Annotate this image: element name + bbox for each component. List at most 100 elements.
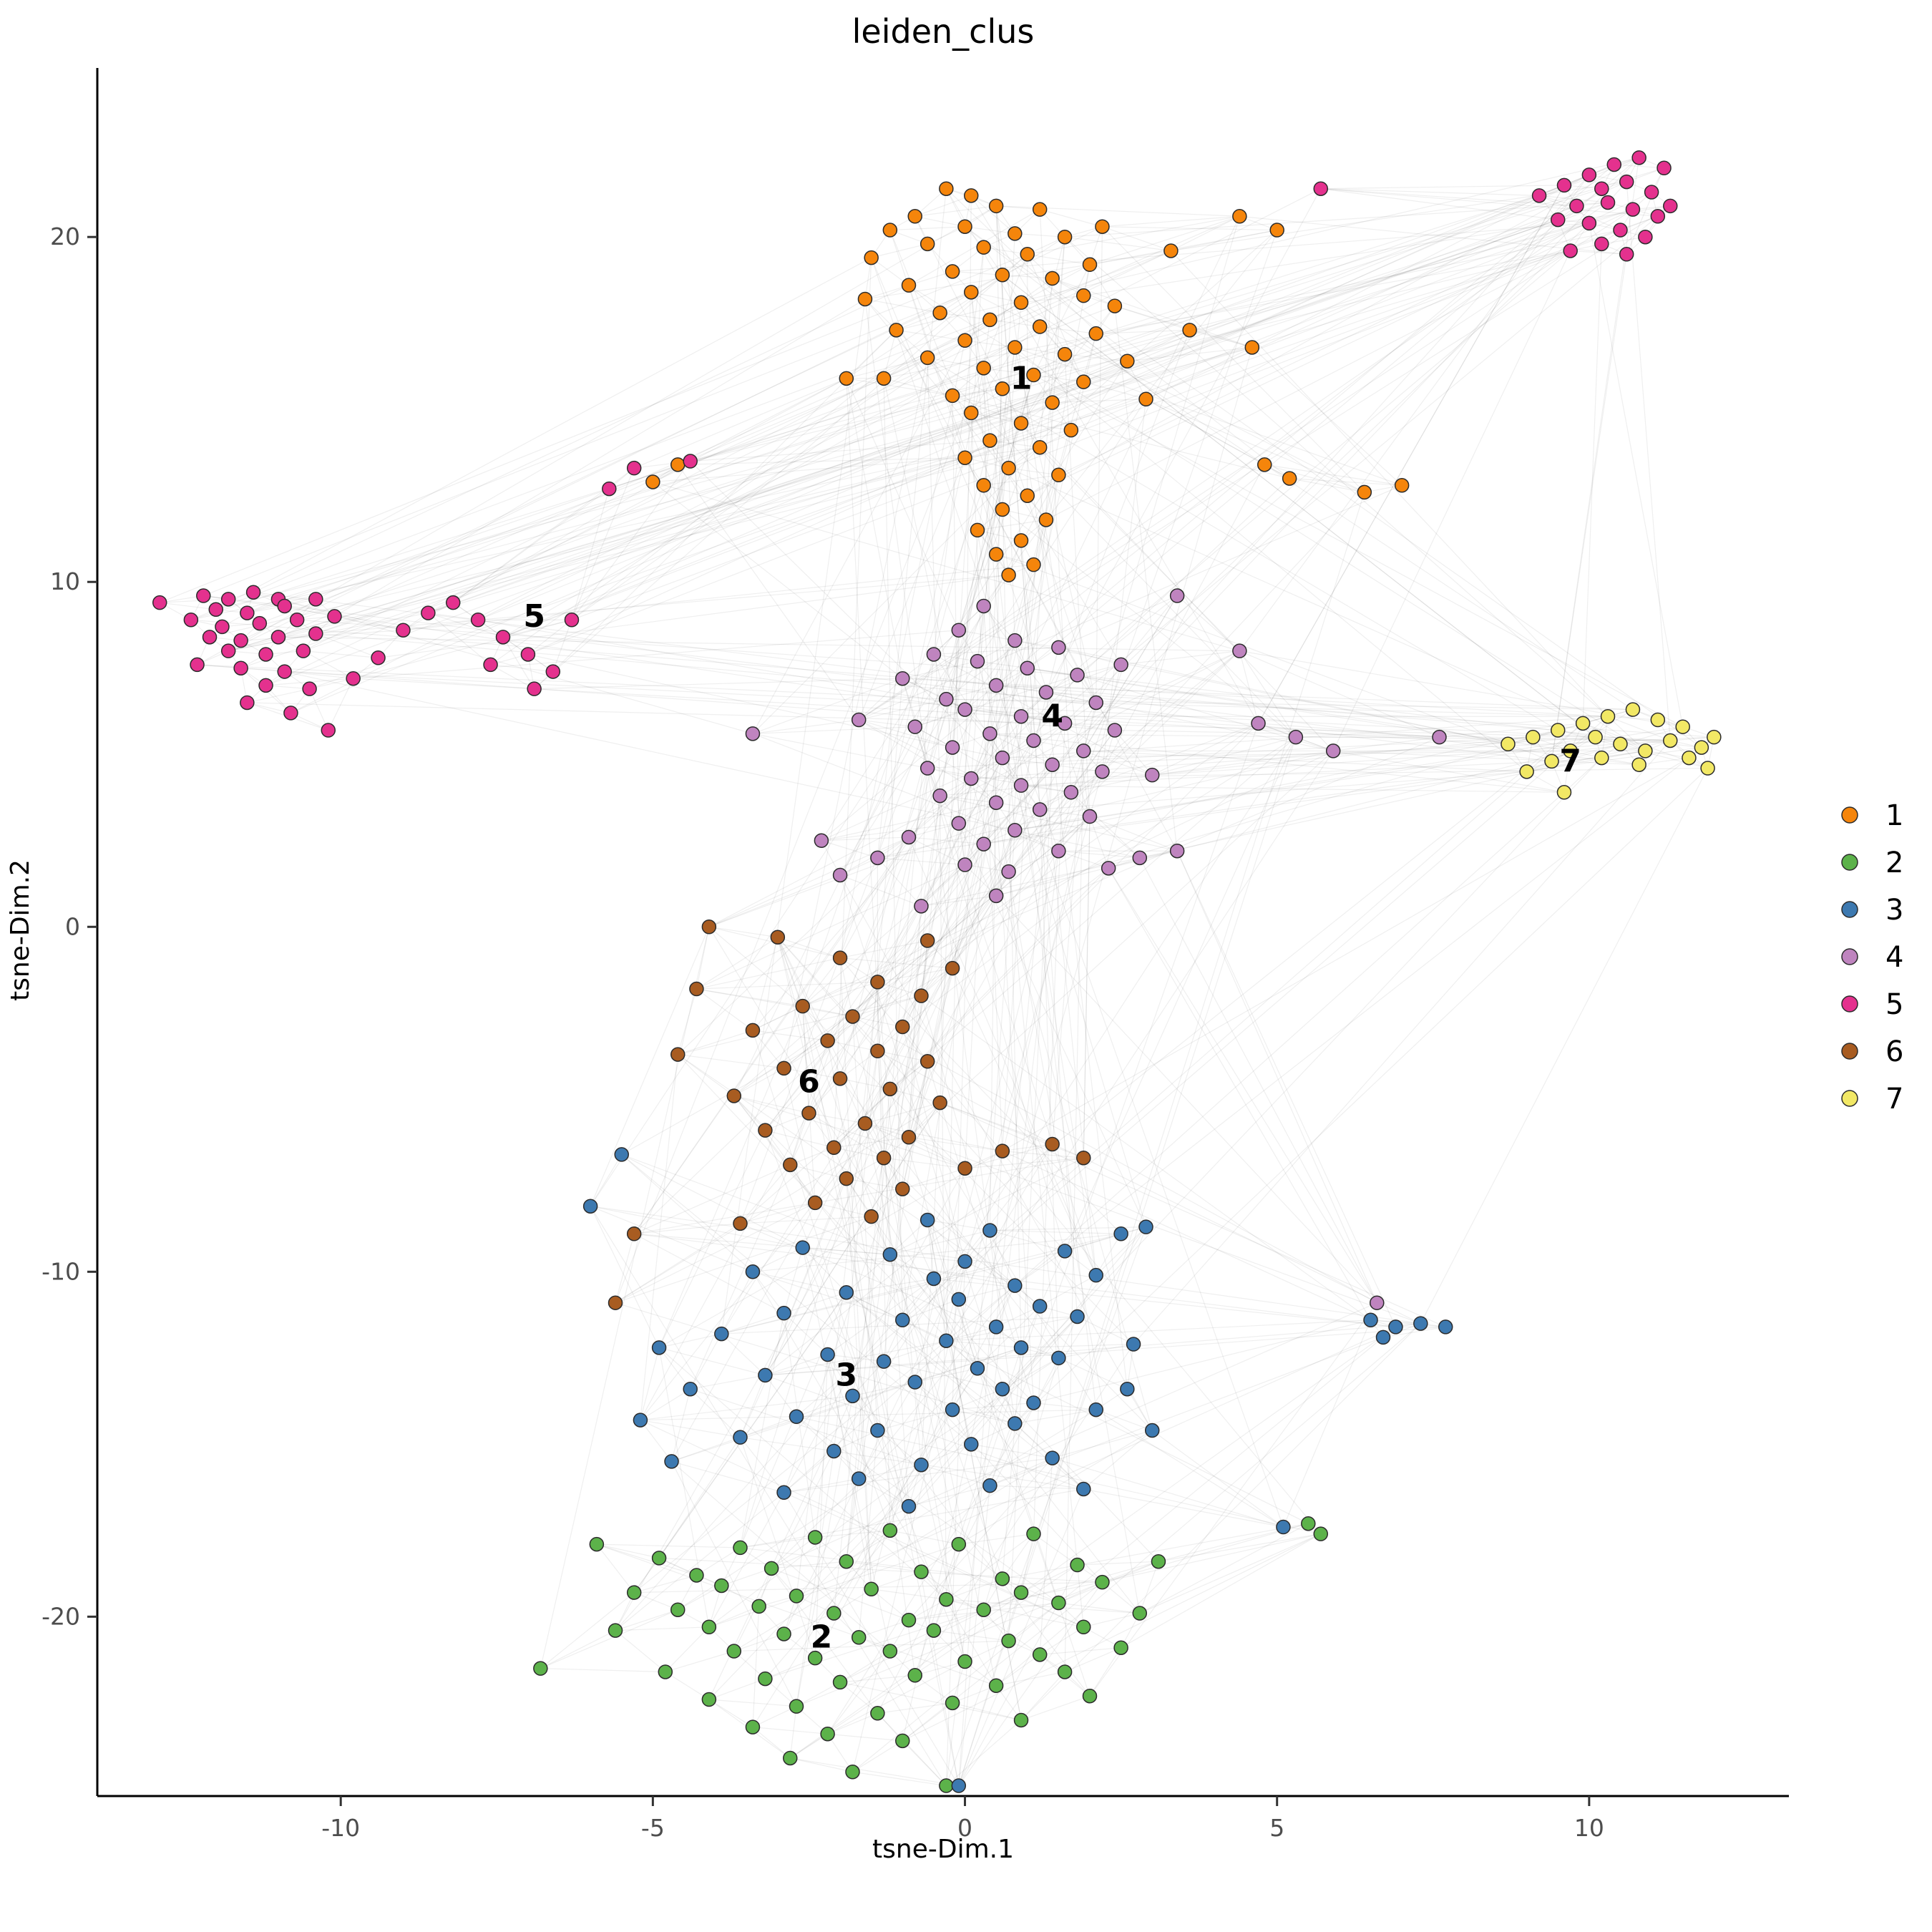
network-edge [889, 830, 1015, 1090]
network-edge [914, 1674, 953, 1704]
data-point-cluster-1 [1013, 533, 1029, 548]
network-edge [852, 664, 1122, 1772]
x-tick-label: 0 [957, 1814, 972, 1842]
network-edge [1065, 236, 1171, 252]
network-edge [690, 223, 1590, 462]
network-edges-layer [159, 157, 1714, 1787]
network-edge [740, 1488, 1084, 1548]
data-point-cluster-5 [152, 595, 167, 610]
network-edge [428, 361, 1128, 614]
data-point-cluster-2 [882, 1523, 898, 1538]
network-edge [1002, 1151, 1371, 1321]
network-edge [1002, 716, 1609, 758]
network-edge [1027, 209, 1634, 497]
network-edge [1014, 1250, 1065, 1287]
network-edge [846, 378, 960, 630]
network-edge [1045, 188, 1322, 693]
data-point-cluster-2 [1026, 1526, 1041, 1541]
network-edge [490, 664, 553, 673]
network-edge [1139, 1523, 1309, 1614]
network-edge [353, 678, 1508, 745]
network-edge [1039, 447, 1240, 652]
network-edge [708, 1316, 1078, 1700]
network-edge [334, 615, 404, 631]
data-point-cluster-2 [1001, 1633, 1016, 1649]
network-edge [983, 764, 1053, 844]
network-edge [827, 1733, 854, 1772]
legend-swatch-4 [1841, 948, 1858, 965]
network-edge [1033, 264, 1091, 376]
network-edge [827, 1354, 1091, 1697]
network-edge [883, 1361, 1003, 1390]
network-edge [1002, 157, 1639, 510]
network-edge [970, 389, 1003, 779]
network-edge [752, 1271, 847, 1293]
data-point-cluster-3 [1026, 1395, 1041, 1410]
network-edge [902, 264, 1091, 1320]
data-point-cluster-6 [945, 960, 960, 976]
network-edge [1601, 236, 1646, 245]
network-edge [733, 1096, 766, 1131]
data-point-cluster-3 [758, 1367, 773, 1383]
network-edge [889, 1530, 959, 1545]
network-edge [696, 957, 841, 990]
network-edge [783, 1068, 816, 1204]
data-point-cluster-6 [932, 1095, 947, 1111]
data-point-cluster-5 [1313, 181, 1329, 196]
network-edge [908, 1458, 1053, 1621]
network-edge [633, 836, 909, 1234]
network-edge [752, 1727, 791, 1759]
network-edge [846, 1292, 1015, 1424]
network-edge [1045, 691, 1714, 738]
network-edge [889, 1254, 965, 1262]
data-point-cluster-3 [907, 1375, 922, 1390]
network-edge [502, 637, 535, 689]
network-edge [883, 330, 897, 379]
network-edge [796, 716, 1609, 1418]
network-edge [846, 378, 953, 396]
data-point-cluster-2 [807, 1530, 823, 1545]
data-point-cluster-2 [1082, 1688, 1098, 1704]
network-edge [615, 1223, 741, 1304]
data-point-cluster-5 [327, 609, 342, 624]
network-edge [946, 698, 1609, 717]
network-edge [1020, 295, 1084, 303]
data-point-cluster-6 [995, 1143, 1010, 1158]
network-edge [752, 1005, 803, 1031]
network-edge [1052, 736, 1714, 766]
network-edge [1083, 1612, 1140, 1628]
data-point-cluster-2 [976, 1602, 991, 1617]
network-edge [764, 1130, 909, 1507]
network-edge [752, 692, 1047, 1031]
network-edge [852, 1740, 903, 1772]
network-edge [1052, 1430, 1153, 1459]
network-edge [777, 937, 909, 1507]
network-edge [1039, 209, 1072, 793]
network-edge [1058, 1316, 1078, 1359]
network-edge [965, 708, 1440, 738]
data-point-cluster-3 [1438, 1319, 1453, 1335]
network-edge [1002, 509, 1047, 521]
network-edge [1052, 764, 1103, 772]
data-point-cluster-6 [870, 1043, 885, 1059]
data-point-cluster-6 [826, 1140, 841, 1156]
data-point-cluster-6 [701, 919, 717, 935]
network-edge [952, 247, 985, 748]
network-edge [814, 1354, 829, 1659]
data-point-cluster-7 [1575, 716, 1591, 731]
data-point-cluster-3 [1363, 1312, 1378, 1328]
data-point-cluster-2 [882, 1644, 898, 1659]
network-edge [827, 1354, 891, 1531]
network-edge [790, 1757, 853, 1772]
data-point-cluster-5 [445, 595, 461, 610]
network-edge [1027, 253, 1091, 265]
data-point-cluster-3 [988, 1319, 1004, 1335]
network-edge [502, 326, 1040, 638]
network-edge [452, 488, 610, 603]
network-edge [821, 157, 1640, 841]
data-point-cluster-6 [626, 1226, 642, 1241]
network-edge [796, 1326, 1396, 1596]
network-edge [621, 1153, 972, 1445]
data-point-cluster-5 [245, 585, 261, 600]
network-edge [871, 257, 909, 286]
